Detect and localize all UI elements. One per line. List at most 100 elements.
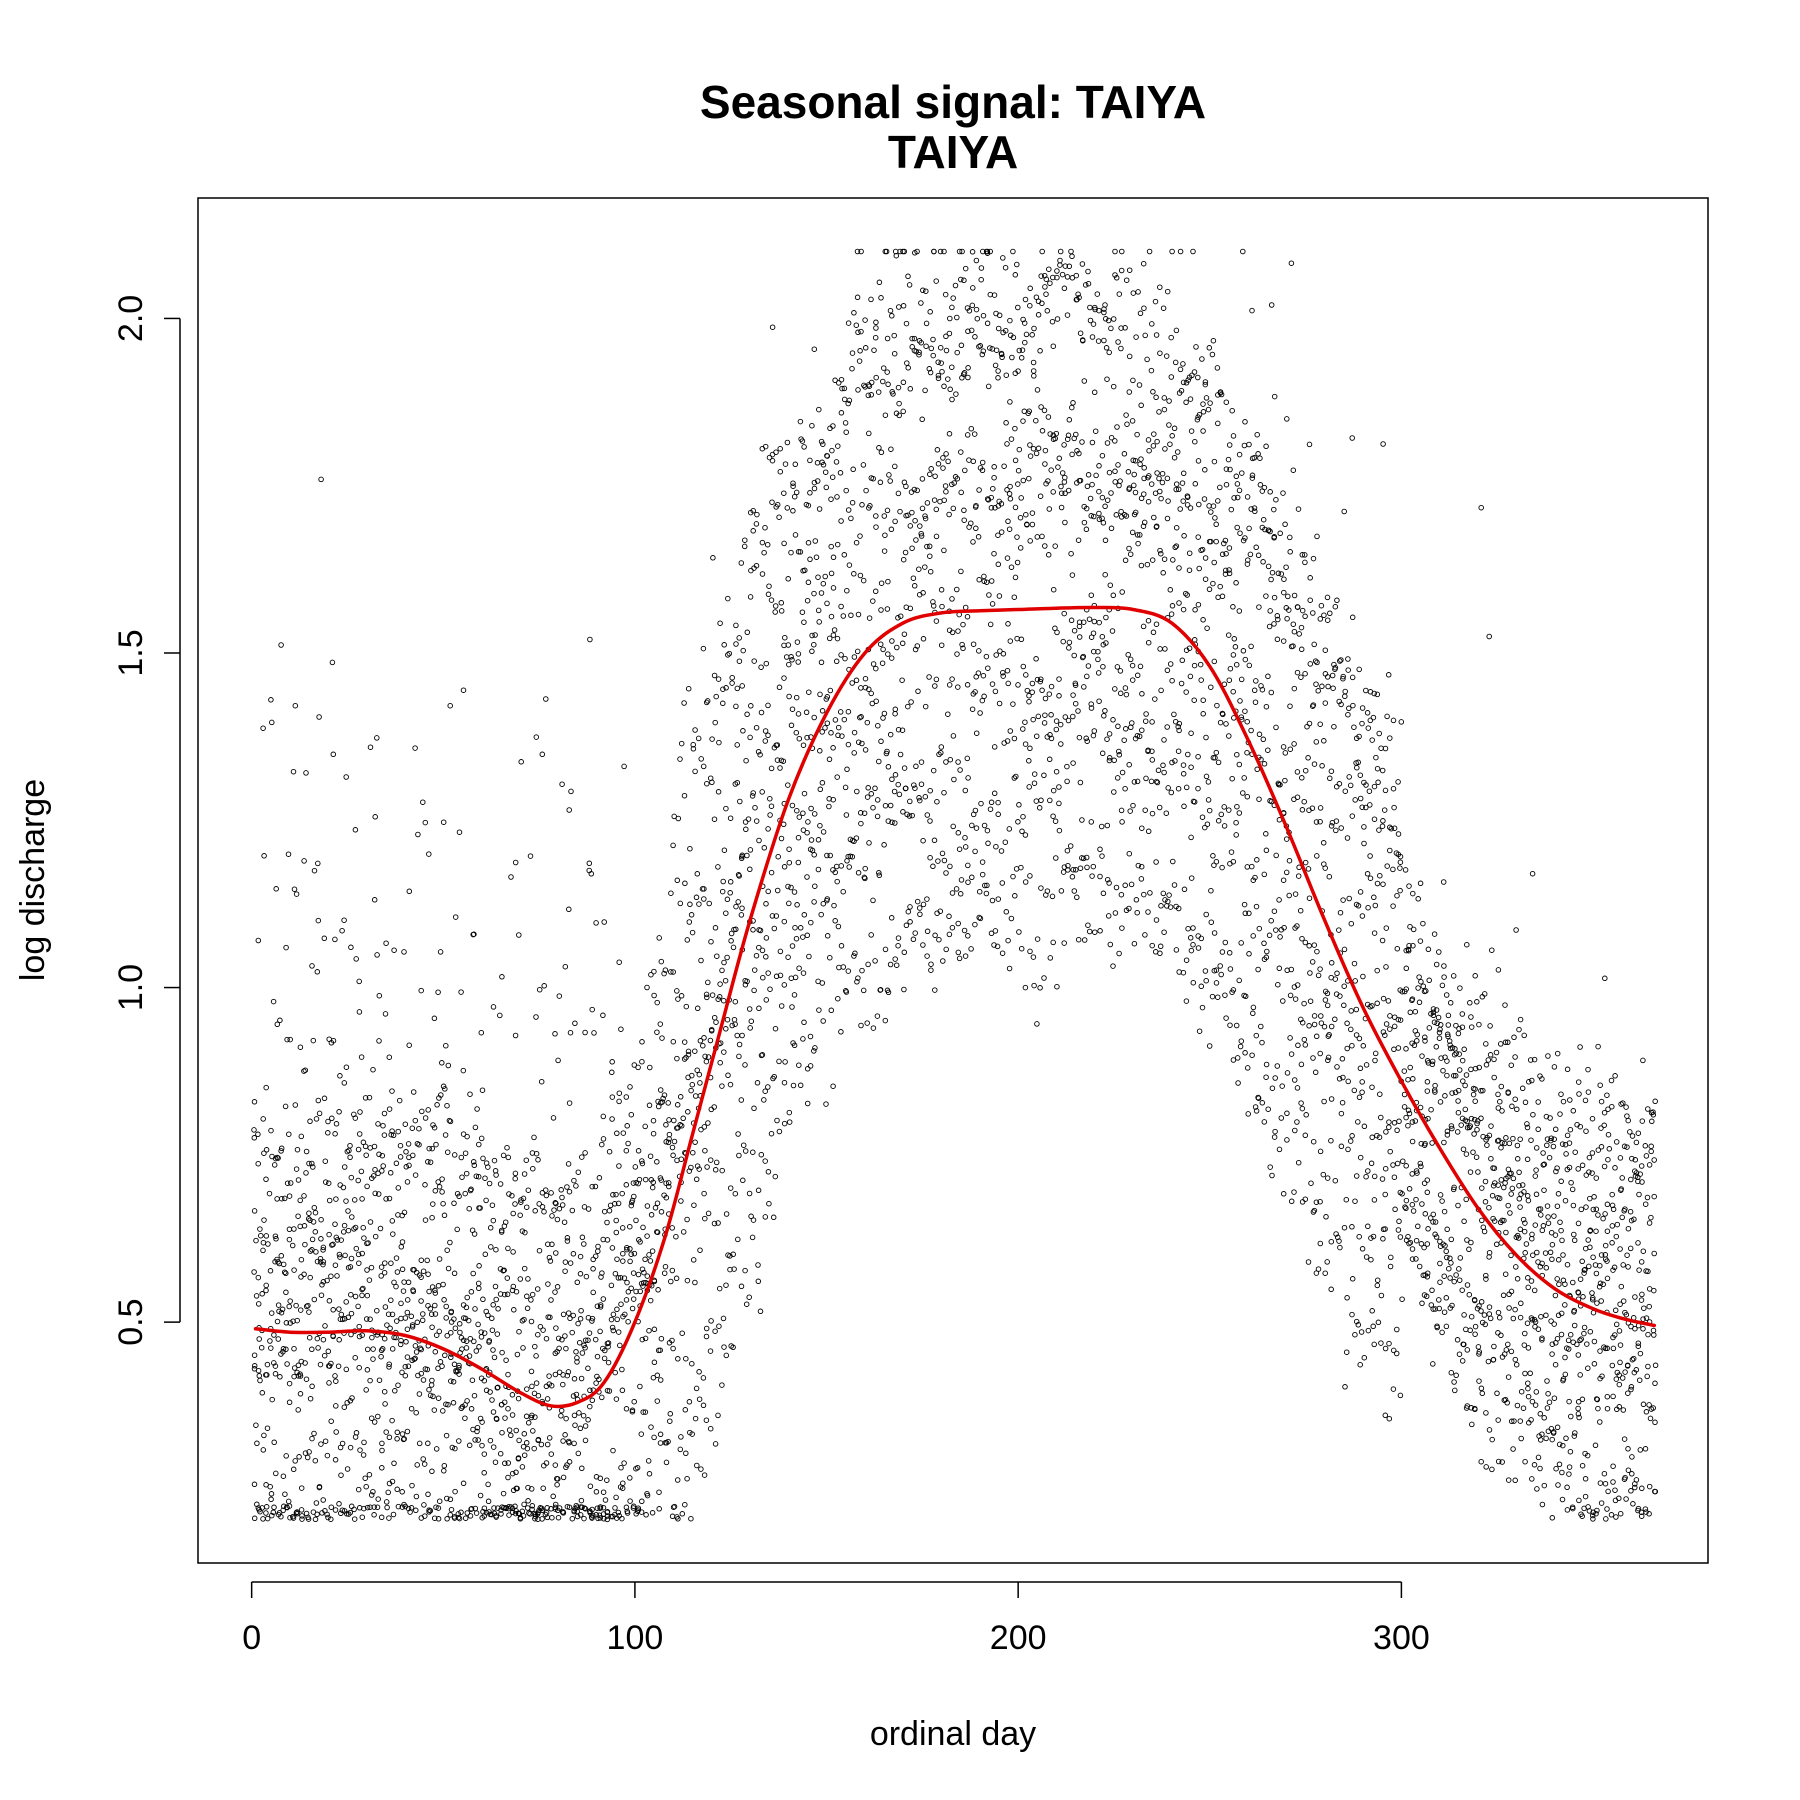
data-point — [619, 1387, 626, 1394]
data-point — [763, 997, 770, 1003]
data-point — [1230, 652, 1237, 658]
data-point — [325, 1348, 332, 1355]
data-point — [549, 1514, 555, 1521]
data-point — [1618, 1283, 1625, 1290]
data-point — [1280, 638, 1287, 644]
data-point — [742, 1148, 749, 1154]
data-point — [1106, 349, 1112, 356]
data-point — [998, 351, 1005, 358]
data-point — [1053, 718, 1060, 724]
data-point — [934, 798, 940, 805]
data-point — [1058, 888, 1065, 894]
data-point — [1251, 455, 1258, 461]
data-point — [1170, 557, 1176, 563]
data-point — [1439, 1329, 1445, 1336]
data-point — [1158, 495, 1164, 502]
data-point — [355, 1177, 361, 1184]
data-point — [427, 1305, 434, 1312]
data-point — [1150, 389, 1156, 395]
data-point — [1633, 1139, 1640, 1146]
data-point — [1548, 1229, 1555, 1236]
data-point — [1529, 1398, 1536, 1405]
data-point — [391, 1279, 397, 1286]
data-point — [1113, 884, 1120, 891]
data-point — [881, 513, 888, 519]
data-point — [1104, 440, 1111, 446]
data-point — [973, 257, 980, 264]
data-point — [854, 788, 860, 795]
data-point — [1594, 1300, 1600, 1306]
data-point — [943, 451, 949, 457]
data-point — [831, 902, 837, 909]
data-point — [1448, 1260, 1454, 1266]
data-point — [478, 1029, 485, 1036]
data-point — [1240, 537, 1247, 544]
data-point — [612, 1270, 619, 1277]
data-point — [1134, 909, 1140, 916]
data-point — [1041, 975, 1047, 981]
data-point — [620, 1313, 626, 1320]
data-point — [786, 846, 792, 852]
data-point — [1004, 667, 1011, 674]
data-point — [1007, 483, 1013, 490]
data-point — [1321, 738, 1327, 744]
data-point — [1162, 446, 1168, 452]
data-point — [1479, 1185, 1485, 1191]
data-point — [1499, 1108, 1505, 1114]
data-point — [1563, 1435, 1569, 1442]
data-point — [267, 1483, 273, 1490]
data-point — [1464, 1403, 1471, 1409]
data-point — [1162, 646, 1168, 652]
data-point — [815, 607, 822, 614]
data-point — [851, 654, 858, 660]
data-point — [1029, 521, 1036, 528]
data-point — [1312, 1069, 1319, 1076]
data-point — [1610, 1393, 1616, 1400]
data-point — [1097, 846, 1103, 853]
data-point — [356, 1260, 362, 1266]
data-point — [562, 1333, 568, 1339]
data-point — [1086, 928, 1093, 935]
data-point — [684, 1475, 690, 1482]
data-point — [1341, 508, 1347, 515]
data-point — [991, 464, 997, 470]
data-point — [1284, 615, 1290, 622]
data-point — [781, 982, 788, 988]
data-point — [987, 345, 993, 351]
data-point — [1339, 1056, 1346, 1062]
data-point — [1314, 853, 1320, 859]
data-point — [1004, 738, 1011, 744]
data-point — [1122, 685, 1129, 691]
data-point — [1174, 449, 1181, 455]
data-point — [1652, 1362, 1659, 1369]
data-point — [332, 936, 338, 943]
data-point — [892, 706, 899, 713]
data-point — [1391, 1023, 1398, 1030]
data-point — [301, 858, 307, 864]
data-point — [1388, 825, 1395, 832]
data-point — [1286, 857, 1293, 864]
data-point — [1540, 1162, 1547, 1168]
data-point — [778, 1003, 785, 1009]
data-point — [1379, 937, 1386, 944]
data-point — [801, 619, 807, 625]
data-point — [1617, 1342, 1624, 1348]
data-point — [708, 938, 714, 945]
data-point — [1092, 306, 1098, 313]
data-point — [1054, 316, 1061, 322]
data-point — [263, 1147, 270, 1153]
data-point — [797, 549, 804, 555]
data-point — [298, 1358, 305, 1365]
data-point — [1510, 1135, 1516, 1142]
data-point — [577, 1316, 584, 1322]
data-point — [1586, 1263, 1592, 1270]
data-point — [351, 1197, 358, 1203]
data-point — [456, 1371, 462, 1377]
data-point — [713, 693, 719, 700]
data-point — [804, 932, 811, 939]
data-point — [1227, 665, 1234, 672]
data-point — [772, 603, 779, 609]
data-point — [1050, 787, 1057, 794]
data-point — [624, 1246, 630, 1253]
data-point — [671, 1117, 677, 1124]
